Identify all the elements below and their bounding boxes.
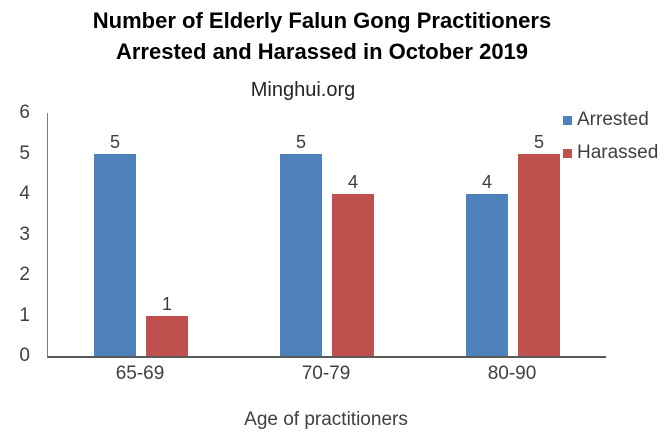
chart-title-line-2: Arrested and Harassed in October 2019 (115, 39, 529, 64)
bar-arrested-65-69 (94, 153, 136, 356)
y-axis-tick-label: 5 (19, 142, 30, 164)
bar-arrested-80-90 (466, 194, 508, 356)
bar-wrapper: 5 (518, 131, 560, 356)
y-axis-tick-label: 4 (19, 183, 30, 204)
bar-harassed-80-90 (518, 153, 560, 356)
bar-value-label: 1 (161, 293, 172, 314)
legend-swatch-icon (563, 148, 572, 158)
y-axis-tick-label: 6 (19, 102, 30, 123)
bar-value-label: 4 (347, 172, 358, 192)
legend: Arrested Harassed (563, 110, 658, 163)
bar-wrapper: 5 (94, 131, 136, 356)
x-axis-title: Age of practitioners (244, 409, 408, 430)
x-axis-tick-label: 65-69 (115, 363, 165, 384)
bar-value-label: 5 (533, 131, 544, 152)
x-axis-tick-label: 80-90 (487, 363, 537, 384)
bar-value-label: 4 (481, 172, 492, 192)
bar-wrapper: 4 (466, 172, 508, 356)
chart-title: Number of Elderly Falun Gong Practitione… (0, 5, 644, 67)
legend-label: Arrested (577, 109, 649, 130)
x-axis-tick-label: 70-79 (301, 363, 351, 384)
bar-harassed-65-69 (146, 315, 188, 356)
legend-item-harassed: Harassed (563, 143, 658, 163)
chart-subtitle: Minghui.org (250, 79, 356, 101)
legend-label: Harassed (577, 142, 659, 163)
bar-value-label: 5 (109, 131, 120, 152)
bar-wrapper: 5 (280, 131, 322, 356)
y-axis-tick-label: 1 (19, 304, 30, 326)
y-axis-tick-label: 0 (19, 345, 30, 366)
legend-swatch-icon (563, 115, 572, 125)
chart-title-line-1: Number of Elderly Falun Gong Practitione… (92, 8, 552, 33)
legend-item-arrested: Arrested (563, 110, 658, 130)
bar-wrapper: 1 (146, 293, 188, 356)
bar-value-label: 5 (295, 131, 306, 152)
y-axis: 0 1 2 3 4 5 6 (0, 0, 30, 440)
y-axis-tick-label: 2 (19, 264, 30, 285)
bar-harassed-70-79 (332, 194, 374, 356)
bar-wrapper: 4 (332, 172, 374, 356)
bar-arrested-70-79 (280, 153, 322, 356)
y-axis-tick-label: 3 (19, 223, 30, 245)
